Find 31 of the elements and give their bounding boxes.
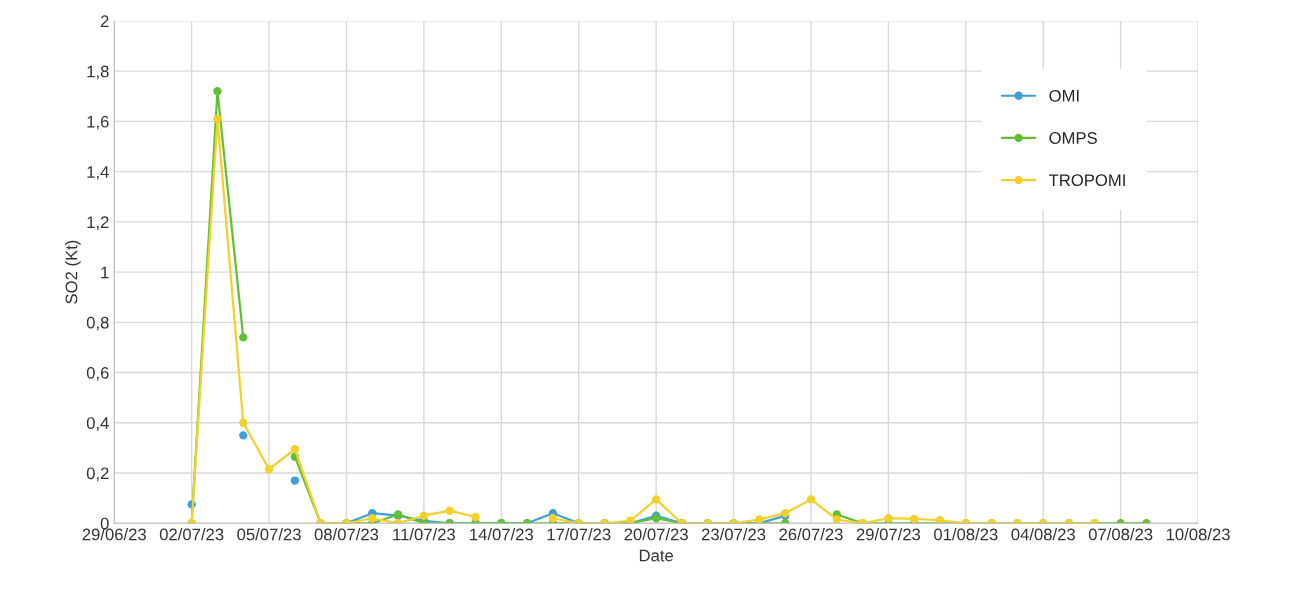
x-tick-label: 14/07/23 xyxy=(470,528,534,541)
x-tick-label: 05/07/23 xyxy=(237,528,301,541)
x-tick-label: 02/07/23 xyxy=(159,528,224,541)
y-tick-label: 0 xyxy=(100,517,109,530)
y-tick-label: 0,4 xyxy=(86,417,109,431)
y-tick-label: 0,8 xyxy=(86,316,109,331)
x-tick-label: 07/08/23 xyxy=(1088,528,1153,541)
x-tick-label: 17/07/23 xyxy=(547,528,611,541)
x-tick-label: 10/08/23 xyxy=(1166,528,1230,541)
x-tick-label: 08/07/23 xyxy=(314,528,379,541)
y-tick-label: 1,4 xyxy=(87,166,109,180)
y-tick-label: 0,2 xyxy=(86,467,109,482)
y-tick-label: 1,8 xyxy=(87,65,109,80)
x-tick-label: 01/08/23 xyxy=(934,528,998,541)
legend-label: OMI xyxy=(1049,89,1079,102)
x-tick-label: 20/07/23 xyxy=(624,528,688,541)
x-tick-label: 29/06/23 xyxy=(82,528,146,541)
x-tick-label: 29/07/23 xyxy=(856,528,921,541)
y-tick-label: 0,6 xyxy=(86,366,109,381)
x-tick-label: 11/07/23 xyxy=(393,528,455,541)
y-tick-label: 1,2 xyxy=(87,216,109,231)
x-tick-label: 23/07/23 xyxy=(701,528,766,541)
x-tick-label: 04/08/23 xyxy=(1011,528,1075,541)
y-axis-title: SO2 (Kt) xyxy=(65,240,81,304)
legend-label: OMPS xyxy=(1049,132,1097,144)
y-tick-label: 1 xyxy=(101,266,109,279)
legend-label: TROPOMI xyxy=(1048,174,1125,187)
x-tick-label: 26/07/23 xyxy=(779,528,843,541)
y-tick-label: 1,6 xyxy=(87,115,109,130)
y-tick-label: 2 xyxy=(100,15,109,27)
x-axis-title: Date xyxy=(639,549,673,562)
